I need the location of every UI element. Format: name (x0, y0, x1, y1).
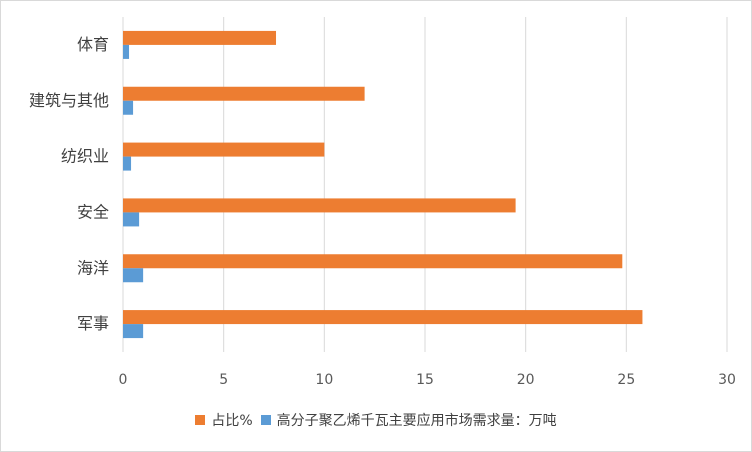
x-tick-label-1: 5 (219, 372, 228, 388)
legend: 占比% 高分子聚乙烯千瓦主要应用市场需求量：万吨 (0, 410, 752, 430)
category-label-5: 军事 (77, 314, 109, 333)
category-label-2: 纺织业 (61, 147, 109, 166)
x-tick-label-6: 30 (718, 372, 736, 388)
legend-swatch-series-2 (260, 415, 271, 425)
legend-item-series-2: 高分子聚乙烯千瓦主要应用市场需求量：万吨 (260, 410, 557, 430)
bars (123, 30, 643, 339)
category-label-3: 安全 (77, 202, 109, 221)
bar-demand-5 (123, 324, 144, 339)
x-tick-labels: 0 5 10 15 20 25 30 (119, 372, 736, 388)
x-tick-label-3: 15 (416, 372, 434, 388)
gridlines (122, 17, 728, 352)
bar-demand-2 (123, 156, 132, 171)
legend-item-series-1: 占比% (195, 410, 253, 430)
bar-share-2 (123, 142, 325, 157)
bar-share-3 (123, 198, 516, 213)
category-label-4: 海洋 (77, 258, 109, 277)
bar-share-4 (123, 254, 623, 269)
bar-demand-3 (123, 212, 140, 227)
bar-demand-4 (123, 268, 144, 283)
x-tick-label-4: 20 (517, 372, 535, 388)
legend-label-series-1: 占比% (211, 413, 253, 429)
legend-label-series-2: 高分子聚乙烯千瓦主要应用市场需求量：万吨 (276, 413, 557, 429)
x-tick-label-0: 0 (119, 372, 128, 388)
bar-share-0 (123, 30, 277, 45)
category-label-0: 体育 (77, 35, 109, 54)
bar-share-1 (123, 86, 365, 101)
bar-share-5 (123, 310, 643, 325)
bar-demand-0 (123, 44, 130, 59)
x-tick-label-2: 10 (315, 372, 333, 388)
legend-swatch-series-1 (195, 415, 206, 425)
bar-demand-1 (123, 100, 134, 115)
category-label-1: 建筑与其他 (29, 91, 109, 110)
x-tick-label-5: 25 (617, 372, 635, 388)
